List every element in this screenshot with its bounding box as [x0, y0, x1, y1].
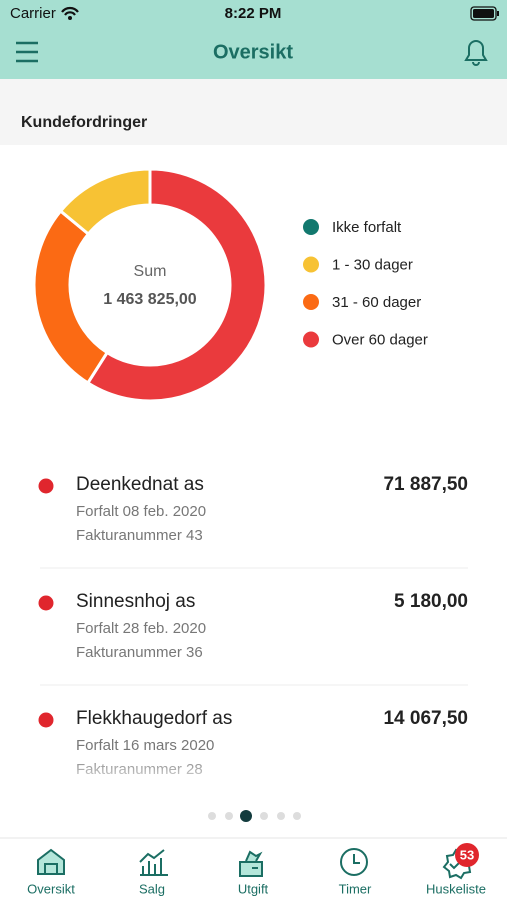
- tab-label[interactable]: Huskeliste: [426, 881, 486, 896]
- invoice-row[interactable]: Deenkednat as 71 887,50 Forfalt 08 feb. 20…: [38, 474, 469, 544]
- legend-label: Ikke forfalt: [332, 219, 402, 236]
- page-indicator: [208, 810, 301, 822]
- tab-label[interactable]: Oversikt: [27, 881, 75, 896]
- legend-label: 1 - 30 dager: [332, 256, 413, 273]
- notification-button[interactable]: [464, 40, 488, 66]
- section-header: [0, 79, 507, 145]
- invoice-amount: 71 887,50: [383, 474, 468, 495]
- invoice-name: Sinnesnhoj as: [76, 591, 195, 612]
- invoice-amount: 14 067,50: [383, 708, 468, 729]
- invoice-name: Flekkhaugedorf as: [76, 708, 232, 729]
- battery: [470, 6, 497, 21]
- invoice-due: Forfalt 16 mars 2020: [76, 737, 214, 754]
- invoice-number: Fakturanummer 43: [76, 527, 203, 544]
- donut-center-value: 1 463 825,00: [103, 291, 197, 308]
- wifi-dot: [68, 16, 72, 20]
- section-title: Kundefordringer: [21, 114, 147, 131]
- invoice-row[interactable]: Sinnesnhoj as 5 180,00 Forfalt 28 feb. 202…: [38, 591, 469, 661]
- status-dot: [38, 478, 54, 494]
- list-fade: [0, 755, 507, 785]
- donut-center-label: Sum: [134, 263, 167, 280]
- tab-label[interactable]: Salg: [139, 881, 165, 896]
- invoice-name: Deenkednat as: [76, 474, 204, 495]
- carrier: Carrier: [10, 5, 56, 22]
- badge-count: 53: [460, 847, 474, 862]
- legend: Ikke forfalt 1 - 30 dager 31 - 60 dager Ove…: [303, 219, 428, 348]
- donut-segment: [58, 167, 152, 237]
- status-dot: [38, 595, 54, 611]
- status-dot: [38, 712, 54, 728]
- invoice-number: Fakturanummer 36: [76, 644, 203, 661]
- legend-label: 31 - 60 dager: [332, 294, 421, 311]
- tab-label[interactable]: Timer: [339, 881, 372, 896]
- invoice-due: Forfalt 28 feb. 2020: [76, 620, 206, 637]
- battery-tip: [497, 11, 499, 16]
- invoice-amount: 5 180,00: [394, 591, 468, 612]
- header-title: Oversikt: [213, 41, 293, 63]
- tab-labels: Oversikt Salg Utgift Timer Huskeliste: [27, 881, 486, 896]
- clock: 8:22 PM: [225, 5, 282, 22]
- legend-swatch: [303, 219, 319, 235]
- legend-swatch: [303, 256, 319, 273]
- legend-swatch: [303, 294, 319, 310]
- wifi-icon: [61, 6, 79, 16]
- legend-swatch: [303, 331, 319, 348]
- badge: [455, 843, 479, 867]
- top-bar: [0, 0, 507, 79]
- legend-label: Over 60 dager: [332, 331, 428, 348]
- donut-segment: [85, 167, 268, 403]
- tab-label[interactable]: Utgift: [238, 881, 269, 896]
- donut-chart: [32, 167, 268, 403]
- battery-level: [473, 9, 494, 18]
- invoice-due: Forfalt 08 feb. 2020: [76, 503, 206, 520]
- menu-button[interactable]: [16, 41, 38, 63]
